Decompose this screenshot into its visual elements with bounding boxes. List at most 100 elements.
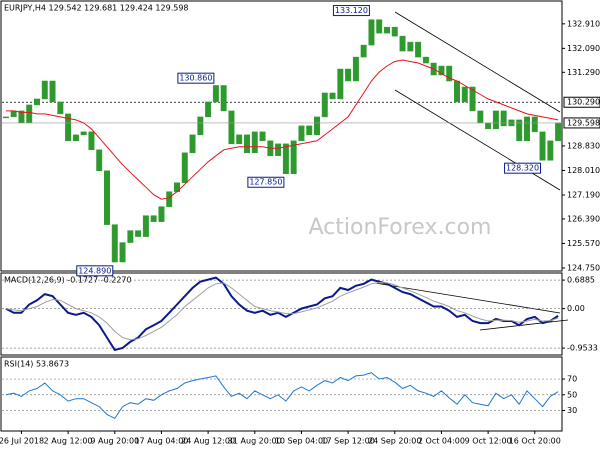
candle [65, 113, 72, 142]
candle [135, 230, 142, 237]
candle [422, 56, 429, 64]
y-tick-label: 127.190 [567, 190, 600, 199]
annotation-label: 130.860 [179, 74, 212, 83]
level-label: 130.290 [567, 98, 600, 107]
candle [376, 19, 383, 34]
candle [119, 242, 126, 263]
channel-line [394, 11, 561, 113]
candle [275, 143, 282, 157]
annotation-box [504, 162, 542, 174]
x-tick-label: 31 Aug 20:00 [228, 437, 282, 446]
annotation-label: 128.320 [506, 164, 539, 173]
candle [516, 119, 523, 142]
x-tick-label: 17 Aug 04:00 [134, 437, 188, 446]
candle [104, 170, 110, 225]
candle [88, 131, 95, 151]
candle [220, 85, 227, 112]
candle [407, 41, 414, 52]
price-panel [0, 0, 563, 272]
candle [10, 110, 17, 118]
candle [391, 26, 398, 37]
y-tick-label: 131.290 [567, 68, 600, 77]
price-box [563, 117, 600, 129]
candle [26, 104, 33, 124]
candle [329, 92, 336, 100]
y-tick-label: 128.010 [567, 166, 600, 175]
candle [80, 131, 87, 136]
candle [298, 125, 305, 142]
y-tick-label: 0.6885 [567, 276, 595, 285]
candle [142, 215, 149, 237]
candle [531, 116, 538, 133]
candle [158, 206, 165, 222]
candle [127, 230, 134, 243]
candle [446, 65, 453, 82]
candle [236, 134, 243, 145]
x-tick-label: 9 Aug 20:00 [90, 437, 139, 446]
channel-line [394, 89, 561, 191]
candle [524, 116, 530, 142]
annotation-box [177, 72, 215, 84]
x-tick-label: 17 Sep 12:00 [321, 437, 374, 446]
candle [72, 134, 79, 142]
candle [166, 191, 173, 207]
x-tick-label: 24 Aug 12:00 [181, 437, 235, 446]
candle [539, 131, 546, 161]
candle [415, 41, 422, 58]
candle [547, 140, 554, 161]
candle [212, 85, 219, 103]
y-tick-label: 124.750 [567, 264, 600, 273]
candle [150, 215, 157, 222]
candle [345, 68, 352, 82]
price-label: 129.598 [567, 118, 600, 127]
y-tick-label: 132.910 [567, 19, 600, 28]
candle [399, 35, 406, 52]
x-tick-label: 2 Aug 12:00 [44, 437, 93, 446]
rsi-title: RSI(14) 53.8673 [4, 360, 69, 369]
annotation-box [76, 265, 114, 277]
candle [34, 98, 40, 106]
y-tick-label: 125.570 [567, 239, 600, 248]
candle [205, 101, 212, 118]
x-tick-label: 24 Sep 20:00 [368, 437, 421, 446]
y-tick-label: 50 [567, 390, 577, 399]
y-tick-label: 30 [567, 406, 577, 415]
candle [251, 131, 258, 154]
candle [469, 86, 476, 112]
annotation-label: 124.890 [78, 266, 111, 275]
rsi-panel [0, 356, 563, 432]
annotation-label: 133.120 [335, 6, 368, 15]
candle [314, 116, 320, 136]
y-tick-label: 126.390 [567, 214, 600, 223]
candle [290, 140, 297, 175]
trend-line [374, 282, 561, 314]
candle [57, 101, 64, 115]
candle [189, 134, 196, 154]
candle [321, 92, 328, 118]
series-line [5, 276, 559, 352]
candle [282, 143, 289, 175]
y-tick-label: 132.090 [567, 44, 600, 53]
candle [111, 224, 118, 263]
candle [244, 134, 250, 154]
y-tick-label: -0.9533 [567, 344, 598, 353]
candle [259, 131, 266, 142]
candle [477, 110, 484, 124]
price-title: EURJPY,H4 129.542 129.681 129.424 129.59… [4, 4, 189, 13]
candle [492, 110, 499, 130]
candle [228, 110, 235, 145]
candle [384, 26, 390, 34]
candle [49, 80, 56, 103]
candle [181, 152, 188, 183]
y-tick-label: 70 [567, 375, 577, 384]
annotation-label: 127.850 [249, 178, 282, 187]
candle [454, 80, 460, 103]
x-tick-label: 16 Oct 20:00 [509, 437, 561, 446]
candle [197, 116, 204, 136]
candle [438, 65, 445, 76]
trend-line [479, 319, 569, 331]
candle [306, 125, 313, 136]
level-box [563, 96, 600, 108]
candle [2, 116, 9, 119]
candle [461, 86, 468, 103]
